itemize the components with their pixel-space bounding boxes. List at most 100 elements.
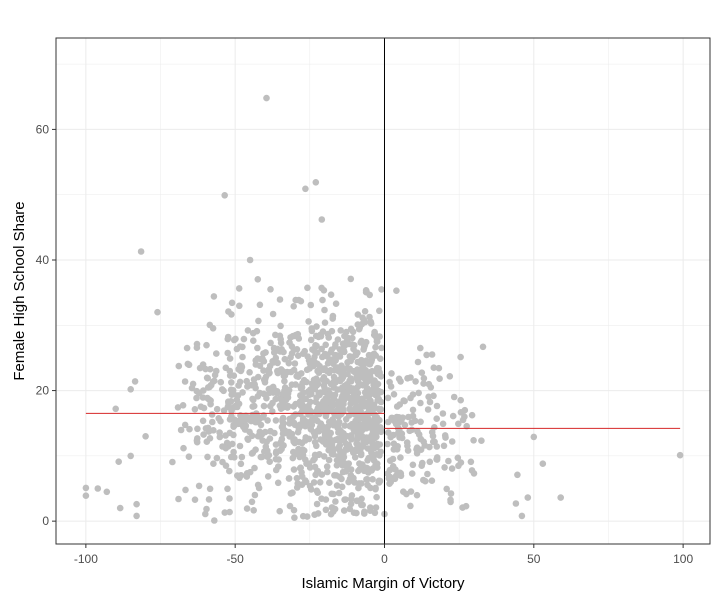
- data-point: [94, 485, 102, 492]
- data-point: [384, 440, 391, 448]
- data-point: [362, 338, 370, 346]
- data-point: [390, 391, 398, 398]
- data-point: [305, 402, 312, 410]
- data-point: [231, 454, 238, 461]
- data-point: [352, 351, 360, 359]
- data-point: [260, 402, 268, 410]
- data-point: [221, 192, 228, 199]
- y-axis-title: Female High School Share: [11, 201, 28, 380]
- data-point: [311, 463, 319, 471]
- data-point: [297, 402, 305, 410]
- data-point: [676, 451, 684, 459]
- data-point: [374, 338, 381, 345]
- data-point: [243, 505, 251, 512]
- data-point: [311, 385, 319, 393]
- data-point: [264, 453, 271, 461]
- data-point: [397, 378, 404, 385]
- data-point: [447, 490, 455, 497]
- data-point: [263, 94, 270, 102]
- data-point: [449, 412, 457, 420]
- data-point: [251, 464, 258, 472]
- data-point: [154, 308, 161, 316]
- data-point: [213, 454, 221, 462]
- data-point: [304, 353, 312, 360]
- data-point: [208, 411, 216, 418]
- data-point: [324, 360, 332, 367]
- data-point: [327, 380, 335, 388]
- data-point: [315, 403, 323, 411]
- data-point: [290, 419, 298, 427]
- data-point: [229, 440, 236, 448]
- data-point: [279, 390, 287, 398]
- data-point: [369, 351, 377, 358]
- data-point: [391, 475, 399, 483]
- data-point: [220, 407, 228, 414]
- data-point: [326, 479, 333, 487]
- data-point: [321, 403, 329, 410]
- data-point: [341, 422, 349, 429]
- data-point: [318, 495, 325, 503]
- data-point: [372, 504, 380, 511]
- data-point: [286, 339, 293, 346]
- data-point: [248, 432, 256, 440]
- y-tick-label: 60: [36, 122, 50, 136]
- data-point: [415, 389, 423, 397]
- data-point: [384, 470, 391, 478]
- data-point: [199, 417, 207, 425]
- data-point: [372, 343, 379, 351]
- data-point: [262, 349, 269, 356]
- data-point: [331, 367, 338, 374]
- data-point: [233, 345, 241, 353]
- data-point: [183, 344, 191, 352]
- data-point: [82, 492, 90, 500]
- data-point: [369, 476, 376, 483]
- data-point: [226, 508, 233, 516]
- data-point: [193, 340, 201, 348]
- data-point: [328, 504, 336, 511]
- data-point: [210, 460, 217, 468]
- data-point: [258, 453, 266, 461]
- data-point: [142, 433, 149, 440]
- data-point: [412, 378, 419, 385]
- data-point: [277, 440, 284, 447]
- data-point: [270, 344, 278, 352]
- data-point: [406, 427, 414, 435]
- data-point: [375, 395, 383, 403]
- data-point: [423, 351, 430, 359]
- data-point: [226, 355, 234, 362]
- data-point: [236, 442, 244, 450]
- data-point: [250, 376, 258, 383]
- data-point: [340, 459, 348, 467]
- data-point: [230, 448, 237, 456]
- data-point: [363, 436, 371, 444]
- data-point: [203, 374, 211, 382]
- data-point: [468, 467, 476, 474]
- data-point: [297, 297, 305, 305]
- data-point: [419, 459, 426, 467]
- data-point: [355, 406, 363, 414]
- data-point: [320, 366, 327, 374]
- data-point: [290, 448, 297, 456]
- data-point: [361, 318, 369, 326]
- data-point: [298, 439, 306, 447]
- data-point: [226, 416, 234, 423]
- data-point: [226, 429, 234, 437]
- data-point: [326, 405, 334, 413]
- data-point: [181, 421, 189, 429]
- data-point: [180, 444, 187, 452]
- data-point: [194, 435, 201, 442]
- data-point: [322, 506, 330, 514]
- data-point: [262, 443, 270, 451]
- data-point: [325, 368, 333, 375]
- data-point: [370, 381, 377, 389]
- data-point: [235, 365, 242, 373]
- x-tick-label: 100: [673, 552, 693, 566]
- data-point: [371, 509, 379, 517]
- data-point: [232, 402, 240, 409]
- data-point: [206, 485, 214, 493]
- data-point: [254, 432, 262, 440]
- data-point: [361, 308, 369, 315]
- data-point: [320, 398, 327, 405]
- data-point: [330, 445, 338, 453]
